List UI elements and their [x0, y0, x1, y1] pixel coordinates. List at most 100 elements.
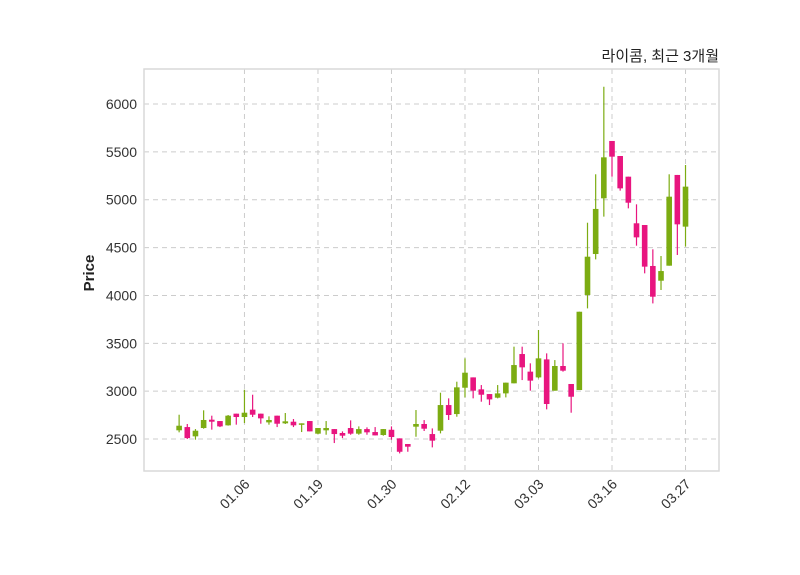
candle-up	[380, 429, 387, 436]
candle-body	[274, 415, 280, 424]
x-tick-label: 02.12	[437, 476, 473, 512]
y-tick-label: 5000	[106, 192, 137, 208]
candle-up	[503, 382, 509, 398]
candle-body	[298, 423, 305, 425]
candle-up	[535, 330, 542, 379]
candle-body	[674, 174, 681, 225]
candle-body	[282, 421, 289, 424]
candle-down	[347, 420, 354, 435]
candle-up	[601, 86, 607, 217]
candle-body	[625, 176, 632, 203]
candle-body	[535, 358, 542, 378]
candle-up	[356, 426, 362, 435]
candle-body	[584, 256, 591, 295]
candle-body	[380, 429, 387, 436]
candle-down	[674, 174, 681, 255]
x-tick-label: 03.16	[584, 476, 620, 512]
candle-body	[396, 438, 403, 452]
candle-down	[543, 353, 550, 410]
x-tick-label: 01.19	[290, 476, 326, 512]
candle-body	[470, 377, 476, 391]
candle-body	[388, 429, 395, 438]
candle-body	[609, 140, 615, 157]
candle-body	[576, 311, 583, 391]
candle-down	[429, 428, 436, 448]
candle-up	[462, 358, 468, 398]
candle-body	[184, 427, 191, 439]
candle-body	[454, 387, 460, 415]
candle-body	[347, 428, 354, 434]
candle-up	[511, 346, 517, 384]
candle-body	[494, 393, 501, 398]
candle-body	[617, 156, 623, 189]
candle-up	[266, 416, 272, 425]
candle-body	[503, 382, 509, 394]
candle-body	[290, 421, 297, 426]
candle-body	[249, 409, 256, 415]
y-tick-label: 5500	[106, 144, 137, 160]
plot-frame	[143, 68, 720, 472]
candle-up	[298, 423, 305, 433]
candle-body	[641, 225, 648, 267]
candle-body	[650, 265, 656, 297]
candle-body	[176, 425, 182, 431]
candle-body	[560, 366, 566, 371]
candle-up	[176, 414, 182, 433]
candle-body	[527, 371, 534, 381]
candle-up	[323, 421, 329, 435]
candle-body	[225, 415, 231, 426]
grid-lines	[144, 69, 719, 471]
candle-up	[592, 174, 599, 260]
candle-body	[233, 413, 240, 418]
chart-title: 라이콤, 최근 3개월	[602, 48, 719, 65]
candle-up	[192, 429, 199, 440]
candle-up	[413, 410, 419, 437]
candle-body	[257, 413, 264, 419]
candle-body	[200, 419, 207, 429]
candle-down	[478, 385, 485, 402]
candle-body	[478, 389, 485, 395]
candle-down	[470, 377, 476, 399]
candle-body	[445, 405, 452, 416]
y-axis-label: Price	[81, 255, 98, 292]
candle-down	[249, 394, 256, 418]
candle-down	[307, 421, 313, 432]
candle-down	[257, 413, 264, 424]
candle-down	[233, 413, 240, 425]
y-axis-ticks: 2500 3000 3500 4000 4500 5000 5500 6000	[106, 96, 137, 447]
candle-up	[454, 381, 460, 417]
candle-body	[405, 444, 411, 447]
candle-down	[388, 426, 395, 440]
candle-up	[494, 385, 501, 399]
candle-up	[552, 360, 558, 391]
candle-down	[372, 427, 378, 436]
candle-down	[217, 421, 223, 428]
x-tick-label: 03.27	[658, 476, 694, 512]
candle-body	[568, 383, 574, 397]
candle-body	[323, 428, 329, 431]
y-tick-label: 4500	[106, 240, 137, 256]
candle-body	[241, 412, 248, 418]
candle-body	[429, 434, 436, 441]
candle-down	[339, 431, 346, 439]
candle-up	[437, 392, 444, 434]
candle-down	[519, 346, 525, 381]
candle-down	[609, 140, 615, 177]
candle-body	[592, 208, 599, 255]
candle-body	[421, 424, 427, 429]
candle-body	[511, 365, 517, 384]
candle-down	[650, 249, 656, 304]
candle-body	[543, 359, 550, 404]
candle-up	[576, 311, 583, 391]
candle-down	[625, 176, 632, 209]
candle-body	[372, 432, 378, 436]
candle-down	[445, 398, 452, 420]
candle-up	[241, 389, 248, 424]
candles	[176, 86, 689, 454]
candle-down	[208, 415, 215, 430]
candle-body	[217, 421, 223, 427]
candle-body	[364, 429, 370, 433]
candle-down	[290, 419, 297, 428]
candle-down	[560, 343, 566, 372]
